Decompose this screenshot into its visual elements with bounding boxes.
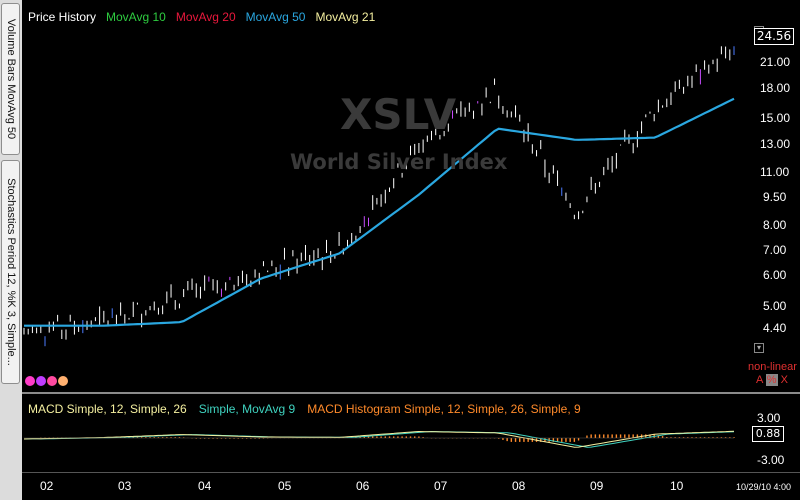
legend-movavg20[interactable]: MovAvg 20: [175, 10, 236, 24]
month-label: 06: [356, 479, 370, 493]
watermark-name: World Silver Index: [290, 150, 508, 174]
macd-side-strip: [0, 392, 22, 500]
price-tick: 18.00: [760, 81, 791, 95]
scale-mode-label[interactable]: non-linear: [748, 361, 797, 373]
last-price-box: 24.56: [754, 28, 794, 45]
price-tick: 7.00: [763, 243, 787, 257]
scale-buttons: A % X: [756, 374, 788, 386]
macd-tick-bottom: -3.00: [757, 453, 785, 467]
price-legend: Price History MovAvg 10 MovAvg 20 MovAvg 50…: [28, 10, 385, 24]
price-tick: 15.00: [760, 111, 791, 125]
price-tick: 8.00: [763, 218, 787, 232]
price-tick: 11.00: [760, 165, 790, 179]
chart-area[interactable]: XSLV World Silver Index Price History Mov…: [22, 0, 800, 500]
month-label: 04: [198, 479, 212, 493]
date-stamp: 10/29/10 4:00: [736, 482, 792, 492]
price-tick: 9.50: [763, 190, 787, 204]
month-label: 03: [118, 479, 132, 493]
color-dot-icon[interactable]: [47, 376, 57, 386]
scale-percent-button[interactable]: %: [765, 374, 778, 386]
movavg-50-line: [24, 97, 735, 327]
month-label: 07: [434, 479, 448, 493]
pane-divider[interactable]: [22, 392, 800, 394]
legend-macd-signal[interactable]: Simple, MovAvg 9: [198, 402, 296, 416]
scale-close-button[interactable]: X: [780, 374, 788, 386]
tab-volume-bars[interactable]: Volume Bars MovAvg 50: [1, 3, 20, 155]
time-axis-divider: [22, 472, 800, 473]
tab-stochastics-label: Stochastics Period 12, %K 3, Simple...: [4, 178, 17, 366]
scale-auto-button[interactable]: A: [756, 374, 763, 386]
legend-movavg21[interactable]: MovAvg 21: [315, 10, 376, 24]
tab-volume-bars-label: Volume Bars MovAvg 50: [4, 18, 17, 140]
legend-title: Price History: [28, 10, 97, 24]
macd-line: [23, 430, 735, 448]
scroll-down-icon[interactable]: ▾: [754, 343, 764, 353]
price-tick: 4.40: [763, 321, 787, 335]
price-tick: 5.00: [763, 299, 787, 313]
legend-macd-histogram[interactable]: MACD Histogram Simple, 12, Simple, 26, S…: [307, 402, 581, 416]
macd-legend: MACD Simple, 12, Simple, 26 Simple, MovAv…: [28, 402, 593, 416]
price-tick: 6.00: [763, 268, 787, 282]
price-tick: 13.00: [760, 137, 791, 151]
drawing-tools: [25, 376, 68, 386]
macd-current-box: 0.88: [752, 426, 784, 442]
tab-stochastics[interactable]: Stochastics Period 12, %K 3, Simple...: [1, 160, 20, 384]
legend-movavg10[interactable]: MovAvg 10: [106, 10, 166, 24]
legend-macd[interactable]: MACD Simple, 12, Simple, 26: [28, 402, 187, 416]
color-dot-icon[interactable]: [36, 376, 46, 386]
month-label: 02: [40, 479, 54, 493]
watermark-symbol: XSLV: [340, 90, 457, 139]
month-label: 08: [512, 479, 526, 493]
month-label: 09: [590, 479, 604, 493]
price-tick: 21.00: [760, 55, 791, 69]
price-chart[interactable]: [22, 0, 800, 500]
month-label: 10: [670, 479, 684, 493]
color-dot-icon[interactable]: [25, 376, 35, 386]
macd-tick-top: 3.00: [757, 411, 781, 425]
indicator-tab-strip: Volume Bars MovAvg 50 Stochastics Period…: [0, 0, 22, 500]
legend-movavg50[interactable]: MovAvg 50: [245, 10, 306, 24]
color-dot-icon[interactable]: [58, 376, 68, 386]
month-label: 05: [278, 479, 292, 493]
